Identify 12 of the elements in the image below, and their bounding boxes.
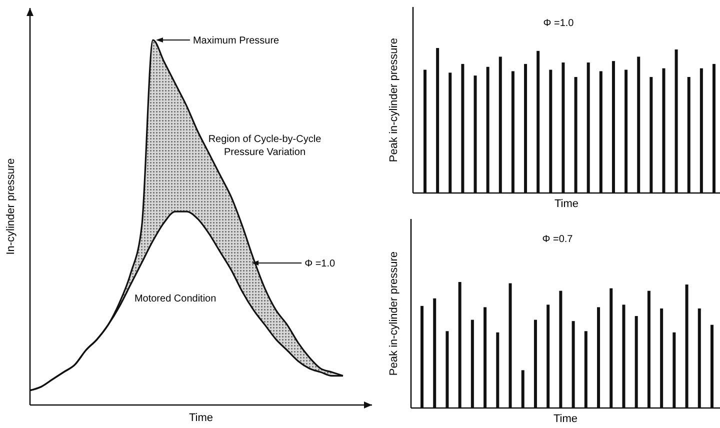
- series-label: Motored Condition: [134, 294, 216, 305]
- annotation: Region of Cycle-by-Cycle Pressure Variation: [208, 134, 322, 158]
- y-axis-title: In-cylinder pressure: [5, 158, 17, 255]
- annotation: Maximum Pressure: [192, 36, 280, 46]
- y-axis-title: Peak in-cylinder pressure: [388, 38, 400, 162]
- legend-label: Φ =1.0: [304, 258, 336, 270]
- x-axis-title: Time: [554, 198, 579, 210]
- x-axis-title: Time: [188, 412, 214, 424]
- y-axis-title: Peak in-cylinder pressure: [388, 251, 400, 376]
- x-axis-title: Time: [553, 413, 578, 425]
- chart-title: Φ =0.7: [542, 234, 574, 245]
- chart-title: Φ =1.0: [543, 18, 574, 29]
